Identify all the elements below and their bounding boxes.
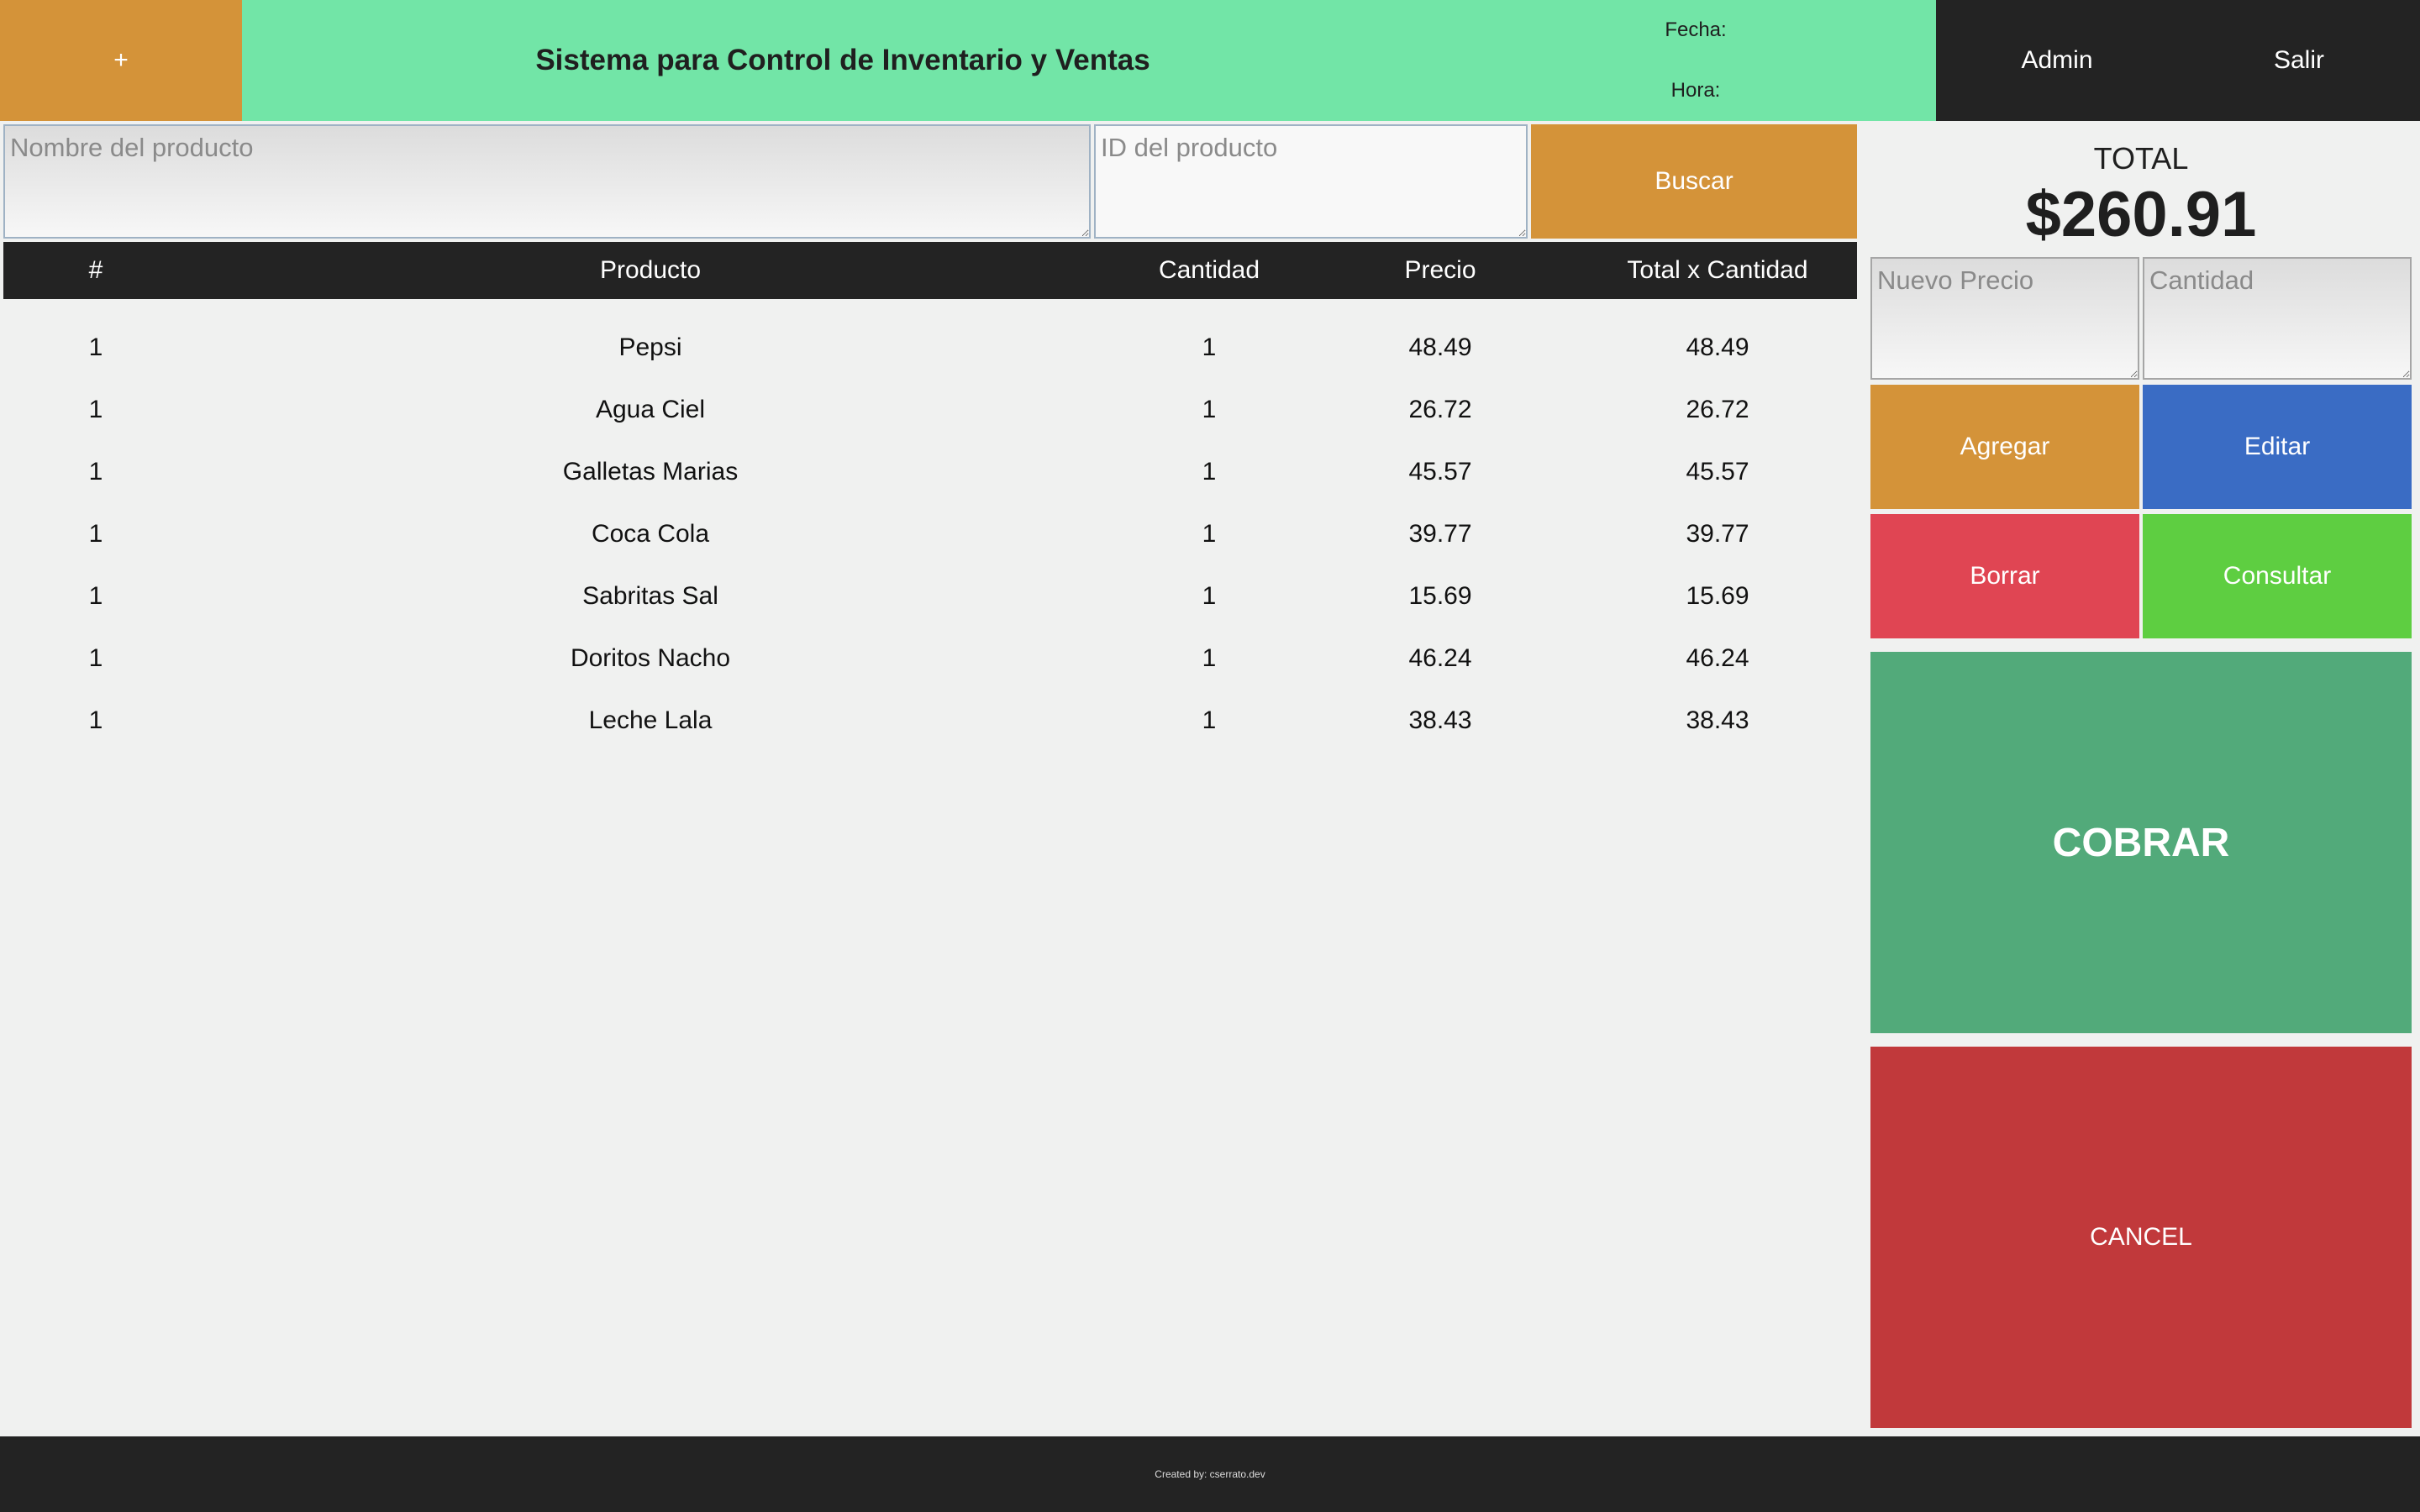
time-label: Hora: — [1670, 79, 1721, 102]
cell-number: 1 — [88, 458, 103, 486]
table-row[interactable]: 1 Leche Lala 1 38.43 38.43 — [3, 694, 1857, 756]
cell-product: Agua Ciel — [595, 396, 706, 423]
cell-quantity: 1 — [1202, 706, 1217, 734]
table-row[interactable]: 1 Agua Ciel 1 26.72 26.72 — [3, 383, 1857, 445]
cell-price: 39.77 — [1408, 520, 1472, 548]
column-header-product: Producto — [599, 256, 702, 284]
new-price-input[interactable] — [1870, 257, 2139, 380]
query-button[interactable]: Consultar — [2143, 514, 2412, 638]
table-row[interactable]: 1 Doritos Nacho 1 46.24 46.24 — [3, 632, 1857, 694]
total-label: TOTAL — [2093, 141, 2189, 176]
top-nav: Admin Salir — [1936, 0, 2420, 121]
product-table-body: 1 Pepsi 1 48.49 48.49 1 Agua Ciel 1 26.7… — [3, 321, 1857, 756]
exit-button[interactable]: Salir — [2178, 0, 2420, 121]
add-button[interactable]: Agregar — [1870, 385, 2139, 509]
cell-number: 1 — [88, 333, 103, 361]
column-header-total: Total x Cantidad — [1627, 256, 1808, 284]
cell-number: 1 — [88, 396, 103, 423]
header: + Sistema para Control de Inventario y V… — [0, 0, 2420, 121]
cell-price: 46.24 — [1408, 644, 1472, 672]
cell-price: 38.43 — [1408, 706, 1472, 734]
cell-price: 26.72 — [1408, 396, 1472, 423]
cell-quantity: 1 — [1202, 333, 1217, 361]
cell-quantity: 1 — [1202, 396, 1217, 423]
product-id-input[interactable] — [1094, 124, 1528, 239]
date-label: Fecha: — [1665, 18, 1727, 41]
cell-total: 46.24 — [1686, 644, 1749, 672]
footer: Created by: cserrato.dev — [0, 1436, 2420, 1512]
cell-product: Leche Lala — [588, 706, 713, 734]
app-title: Sistema para Control de Inventario y Ven… — [535, 44, 1150, 76]
admin-button[interactable]: Admin — [1936, 0, 2178, 121]
quantity-input[interactable] — [2143, 257, 2412, 380]
cell-total: 45.57 — [1686, 458, 1749, 486]
charge-button[interactable]: COBRAR — [1870, 652, 2412, 1033]
cell-number: 1 — [88, 644, 103, 672]
cell-price: 15.69 — [1408, 582, 1472, 610]
search-button[interactable]: Buscar — [1531, 124, 1857, 239]
title-bar: Sistema para Control de Inventario y Ven… — [242, 0, 1936, 121]
cell-product: Sabritas Sal — [582, 582, 718, 610]
table-header: # Producto Cantidad Precio Total x Canti… — [3, 242, 1857, 299]
cell-total: 48.49 — [1686, 333, 1749, 361]
cancel-button[interactable]: CANCEL — [1870, 1047, 2412, 1428]
cell-total: 26.72 — [1686, 396, 1749, 423]
add-product-button[interactable]: + — [0, 0, 242, 121]
cell-number: 1 — [88, 582, 103, 610]
cell-number: 1 — [88, 706, 103, 734]
table-row[interactable]: 1 Sabritas Sal 1 15.69 15.69 — [3, 570, 1857, 632]
cell-product: Galletas Marias — [562, 458, 739, 486]
total-value: $260.91 — [2025, 179, 2257, 250]
cell-product: Coca Cola — [591, 520, 710, 548]
cell-quantity: 1 — [1202, 458, 1217, 486]
cell-quantity: 1 — [1202, 582, 1217, 610]
column-header-price: Precio — [1404, 256, 1476, 284]
delete-button[interactable]: Borrar — [1870, 514, 2139, 638]
cell-quantity: 1 — [1202, 644, 1217, 672]
cell-number: 1 — [88, 520, 103, 548]
column-header-quantity: Cantidad — [1158, 256, 1260, 284]
column-header-number: # — [88, 256, 103, 284]
cell-total: 38.43 — [1686, 706, 1749, 734]
table-row[interactable]: 1 Coca Cola 1 39.77 39.77 — [3, 507, 1857, 570]
edit-button[interactable]: Editar — [2143, 385, 2412, 509]
cell-total: 39.77 — [1686, 520, 1749, 548]
footer-credit: Created by: cserrato.dev — [1155, 1468, 1265, 1480]
table-row[interactable]: 1 Galletas Marias 1 45.57 45.57 — [3, 445, 1857, 507]
cell-total: 15.69 — [1686, 582, 1749, 610]
cell-price: 48.49 — [1408, 333, 1472, 361]
cell-product: Pepsi — [618, 333, 682, 361]
table-row[interactable]: 1 Pepsi 1 48.49 48.49 — [3, 321, 1857, 383]
product-name-input[interactable] — [3, 124, 1091, 239]
cell-product: Doritos Nacho — [570, 644, 731, 672]
cell-price: 45.57 — [1408, 458, 1472, 486]
cell-quantity: 1 — [1202, 520, 1217, 548]
